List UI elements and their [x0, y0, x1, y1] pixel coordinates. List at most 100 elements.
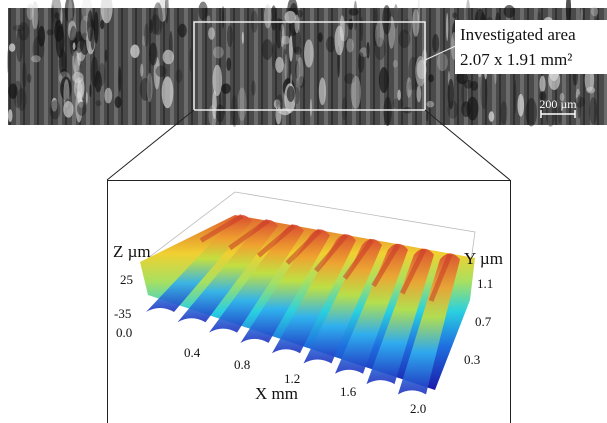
texture-spot: [539, 76, 545, 93]
z-label: Z µm: [113, 242, 151, 261]
texture-spot: [198, 2, 207, 21]
scale-bar-label: 200 µm: [539, 97, 577, 111]
texture-spot: [149, 43, 157, 66]
texture-spot: [104, 88, 112, 104]
texture-spot: [226, 58, 231, 71]
texture-spot: [32, 1, 39, 29]
texture-spot: [144, 23, 149, 46]
texture-spot: [379, 67, 389, 93]
texture-spot: [351, 76, 361, 109]
texture-spot: [262, 39, 273, 60]
texture-spot: [504, 5, 515, 18]
texture-spot: [98, 63, 105, 86]
texture-spot: [115, 96, 122, 108]
texture-spot: [375, 21, 384, 47]
texture-spot: [591, 6, 598, 16]
texture-spot: [17, 88, 27, 111]
texture-spot: [94, 11, 99, 43]
annotation-line: 2.07 x 1.91 mm²: [460, 50, 572, 69]
texture-spot: [16, 29, 23, 62]
texture-spot: [147, 73, 153, 103]
texture-spot: [60, 8, 62, 24]
texture-spot: [318, 32, 323, 42]
texture-spot: [105, 49, 108, 62]
texture-spot: [216, 104, 225, 122]
texture-spot: [7, 50, 9, 73]
texture-spot: [452, 12, 457, 18]
texture-spot: [397, 90, 400, 101]
texture-spot: [31, 55, 41, 62]
texture-spot: [326, 36, 336, 52]
texture-spot: [264, 4, 272, 28]
texture-spot: [342, 97, 347, 120]
texture-spot: [22, 62, 27, 87]
texture-spot: [50, 100, 61, 119]
texture-spot: [8, 109, 12, 122]
texture-spot: [9, 43, 15, 52]
texture-spot: [237, 87, 246, 120]
x-tick-label: 1.6: [340, 384, 357, 399]
texture-spot: [153, 2, 163, 35]
texture-spot: [340, 15, 345, 41]
texture-spot: [156, 66, 167, 77]
x-tick-label: 0.4: [184, 345, 201, 360]
texture-spot: [176, 69, 183, 83]
texture-spot: [461, 101, 471, 117]
texture-spot: [447, 101, 458, 119]
texture-spot: [231, 95, 238, 127]
texture-spot: [130, 45, 139, 58]
texture-spot: [118, 67, 121, 93]
texture-spot: [52, 5, 55, 36]
texture-spot: [349, 8, 359, 16]
texture-spot: [178, 24, 187, 38]
figure: Investigated area 2.07 x 1.91 mm² 200 µm…: [0, 0, 607, 423]
texture-spot: [271, 5, 277, 30]
texture-spot: [586, 87, 595, 94]
texture-spot: [287, 86, 295, 102]
texture-spot: [432, 34, 439, 52]
texture-spot: [310, 99, 312, 117]
texture-spot: [382, 5, 391, 35]
x-tick-label: 1.2: [284, 371, 300, 386]
texture-spot: [222, 6, 224, 28]
texture-spot: [86, 92, 88, 104]
texture-spot: [95, 100, 101, 106]
texture-spot: [77, 102, 87, 116]
texture-spot: [366, 42, 369, 59]
texture-spot: [348, 19, 353, 30]
texture-spot: [514, 80, 516, 114]
x-tick-label: 0.0: [116, 325, 132, 340]
texture-spot: [285, 54, 288, 81]
texture-spot: [589, 97, 597, 125]
y-label: Y µm: [464, 249, 503, 268]
y-tick-label: 1.1: [477, 276, 493, 291]
texture-spot: [319, 78, 326, 106]
texture-spot: [489, 111, 495, 122]
texture-spot: [437, 53, 448, 71]
texture-spot: [346, 38, 354, 52]
texture-spot: [358, 52, 364, 73]
texture-spot: [298, 76, 305, 88]
x-tick-label: 2.0: [410, 401, 426, 416]
texture-spot: [38, 26, 45, 47]
texture-spot: [360, 17, 363, 41]
texture-spot: [393, 60, 398, 68]
texture-spot: [100, 20, 104, 29]
texture-spot: [416, 86, 421, 103]
texture-spot: [63, 101, 73, 118]
z-tick-label: -35: [114, 306, 131, 321]
texture-spot: [87, 10, 93, 41]
annotation-line: Investigated area: [460, 25, 576, 44]
texture-spot: [189, 48, 191, 72]
x-label: X mm: [255, 384, 298, 403]
texture-spot: [406, 77, 411, 98]
texture-spot: [89, 84, 91, 97]
texture-spot: [27, 74, 31, 83]
y-tick-label: 0.3: [464, 352, 480, 367]
x-tick-label: 0.8: [234, 357, 250, 372]
texture-spot: [281, 36, 291, 45]
texture-spot: [140, 64, 143, 77]
texture-spot: [242, 32, 244, 44]
texture-spot: [304, 39, 314, 67]
texture-spot: [294, 47, 302, 55]
